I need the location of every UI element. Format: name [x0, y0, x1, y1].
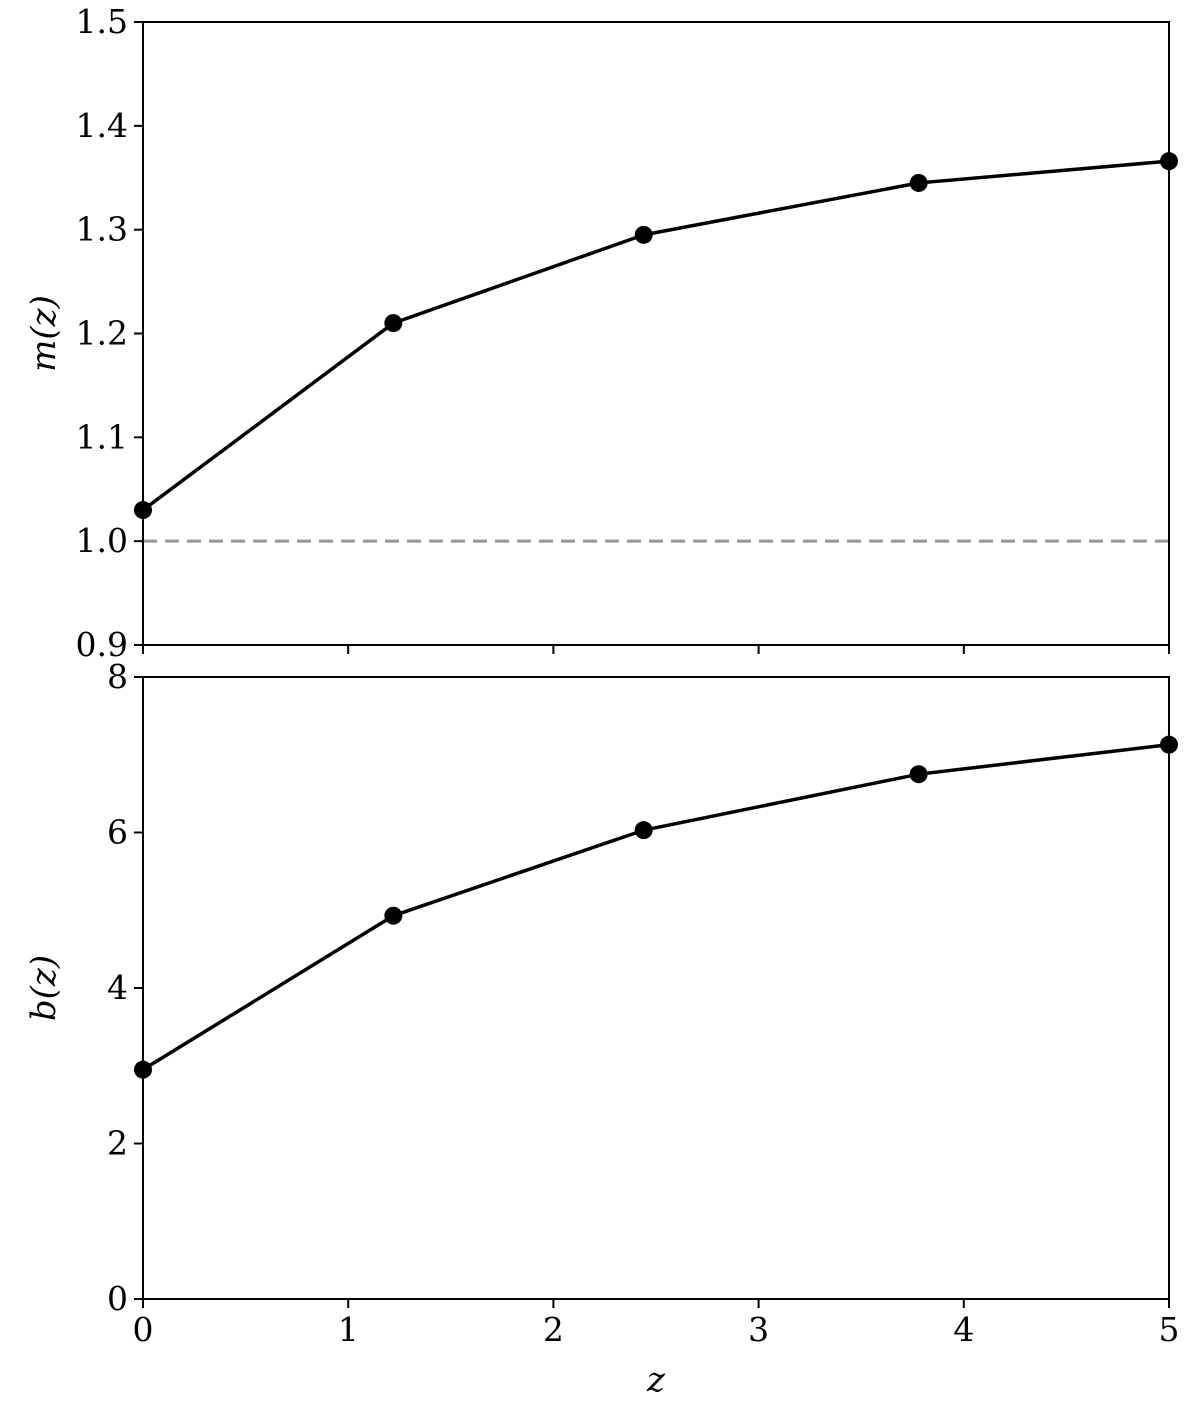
y-tick-label: 0.9 — [76, 625, 128, 664]
y-tick-label: 1.3 — [76, 210, 128, 249]
panel-b-of-z: 0 2 4 6 8 0 1 2 3 4 5 b(z) z — [24, 657, 1180, 1400]
panel-m-of-z: 0.9 1.0 1.1 1.2 1.3 1.4 1.5 m(z) — [24, 2, 1178, 664]
y-tick-label: 6 — [107, 813, 128, 852]
y-tick-label: 0 — [107, 1279, 128, 1318]
x-tick-label: 1 — [338, 1310, 359, 1349]
y-tick-label: 1.0 — [76, 521, 128, 560]
series-line-0 — [141, 159, 1170, 512]
y-axis-label: b(z) — [24, 955, 64, 1021]
y-tick-label: 1.1 — [76, 417, 128, 456]
data-point — [909, 765, 928, 784]
y-tick-label: 1.5 — [76, 2, 128, 41]
y-tick-label: 1.4 — [76, 106, 128, 145]
plot-frame — [142, 676, 1170, 1300]
data-point — [634, 225, 653, 244]
data-point — [634, 821, 653, 840]
data-point — [909, 173, 928, 192]
x-tick-label: 2 — [543, 1310, 564, 1349]
y-tick-label: 2 — [107, 1124, 128, 1163]
x-tick-label: 0 — [133, 1310, 154, 1349]
data-point — [384, 906, 403, 925]
y-axis-label: m(z) — [24, 295, 64, 372]
data-point — [384, 314, 403, 333]
x-axis-label: z — [646, 1360, 666, 1400]
plot-frame — [142, 21, 1170, 646]
y-tick-label: 1.2 — [76, 314, 128, 353]
y-tick-label: 4 — [107, 968, 128, 1007]
y-tick-label: 8 — [107, 657, 128, 696]
series-line-0 — [142, 742, 1170, 1072]
x-tick-label: 4 — [953, 1310, 974, 1349]
x-tick-label: 5 — [1159, 1310, 1180, 1349]
x-tick-label: 3 — [748, 1310, 769, 1349]
